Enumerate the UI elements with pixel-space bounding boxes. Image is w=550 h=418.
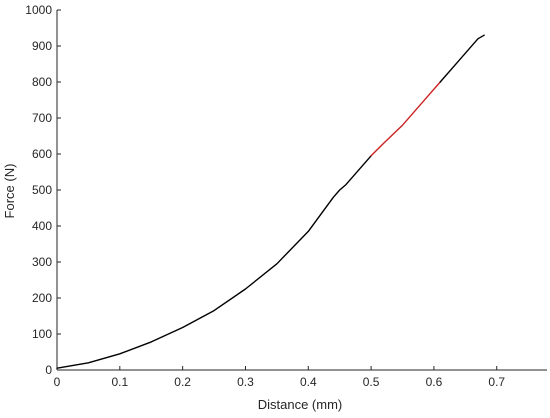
series-line-1: [56, 155, 372, 369]
x-axis-label: Distance (mm): [258, 397, 343, 412]
x-tick-label: 0.2: [174, 375, 191, 389]
x-tick-label: 0.4: [300, 375, 317, 389]
series-line-2: [370, 81, 441, 157]
x-tick-label: 0.5: [363, 375, 380, 389]
y-tick-label: 400: [32, 219, 52, 233]
series-line-3: [439, 34, 485, 83]
y-tick-label: 600: [32, 147, 52, 161]
y-tick-label: 800: [32, 75, 52, 89]
y-tick-label: 0: [45, 363, 52, 377]
y-tick-label: 200: [32, 291, 52, 305]
y-tick-label: 900: [32, 39, 52, 53]
x-tick-label: 0.3: [237, 375, 254, 389]
x-tick-label: 0: [54, 375, 61, 389]
x-tick-label: 0.7: [488, 375, 505, 389]
y-tick-label: 500: [32, 183, 52, 197]
y-tick-label: 100: [32, 327, 52, 341]
y-tick-label: 300: [32, 255, 52, 269]
y-axis-label: Force (N): [2, 164, 17, 219]
y-tick-label: 1000: [25, 3, 52, 17]
x-tick-label: 0.6: [426, 375, 443, 389]
y-tick-label: 700: [32, 111, 52, 125]
x-tick-label: 0.1: [111, 375, 128, 389]
